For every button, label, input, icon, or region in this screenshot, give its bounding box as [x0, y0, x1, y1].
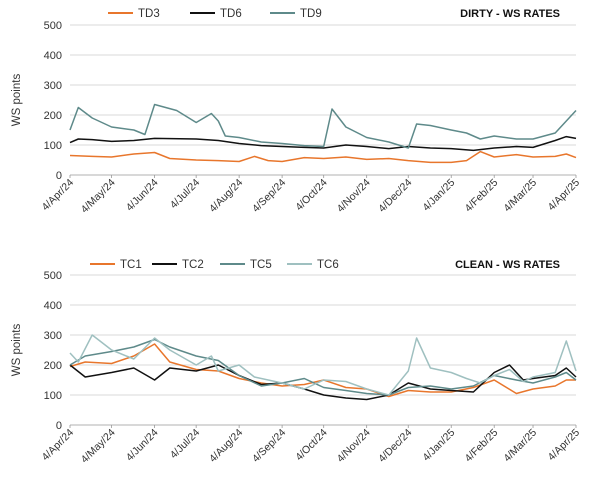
x-tick-label: 4/Oct/24 — [293, 177, 330, 214]
x-tick-label: 4/Apr/24 — [40, 427, 77, 464]
x-tick-label: 4/Apr/24 — [40, 177, 77, 214]
x-tick-label: 4/Jun/24 — [124, 177, 161, 214]
x-tick-label: 4/Feb/25 — [463, 427, 501, 465]
legend-label-td3: TD3 — [138, 8, 160, 20]
x-tick-label: 4/Apr/25 — [546, 177, 583, 214]
x-tick-label: 4/Jan/25 — [420, 427, 457, 464]
y-tick-label: 200 — [44, 360, 62, 372]
clean-ws-rates-chart: 0 100 200 300 400 500 4/Apr/24 4/May/24 4/Jun/24… — [11, 259, 582, 466]
series-line-td9 — [69, 103, 577, 149]
x-tick-label: 4/May/24 — [79, 427, 118, 466]
x-tick-label: 4/Mar/25 — [501, 177, 539, 215]
series-line-td6 — [69, 135, 577, 152]
x-tick-label: 4/Apr/25 — [546, 427, 583, 464]
x-tick-label: 4/Nov/24 — [335, 427, 373, 465]
x-tick-label: 4/Sep/24 — [250, 427, 288, 465]
y-tick-label: 500 — [44, 20, 62, 32]
legend-label-tc6: TC6 — [317, 259, 339, 271]
x-tick-label: 4/Oct/24 — [293, 427, 330, 464]
y-tick-label: 100 — [44, 390, 62, 402]
legend-label-tc5: TC5 — [250, 259, 272, 271]
x-tick-label: 4/Jul/24 — [168, 177, 203, 212]
y-tick-label: 0 — [56, 170, 62, 182]
y-axis-label: WS points — [11, 74, 23, 127]
legend-label-td6: TD6 — [220, 8, 242, 20]
legend-label-tc2: TC2 — [182, 259, 204, 271]
x-tick-label: 4/May/24 — [79, 177, 118, 216]
dirty-ws-rates-chart: 0 100 200 300 400 500 4/Apr/24 4/May/24 4/Jun/24… — [11, 8, 582, 216]
x-tick-label: 4/Nov/24 — [335, 177, 373, 215]
legend-label-td9: TD9 — [300, 8, 322, 20]
x-tick-label: 4/Feb/25 — [463, 177, 501, 215]
x-tick-label: 4/Sep/24 — [250, 177, 288, 215]
y-tick-label: 100 — [44, 140, 62, 152]
series-line-tc6 — [69, 334, 577, 396]
y-tick-label: 300 — [44, 330, 62, 342]
x-tick-label: 4/Aug/24 — [207, 177, 245, 215]
chart-title: DIRTY - WS RATES — [460, 8, 560, 20]
chart-title: CLEAN - WS RATES — [455, 259, 560, 271]
series-line-tc1 — [69, 343, 576, 398]
x-tick-label: 4/Mar/25 — [501, 427, 539, 465]
y-tick-label: 0 — [56, 420, 62, 432]
y-axis-label: WS points — [11, 324, 23, 377]
x-tick-label: 4/Dec/24 — [376, 177, 414, 215]
x-tick-label: 4/Jun/24 — [124, 427, 161, 464]
y-tick-label: 300 — [44, 80, 62, 92]
series-line-tc2 — [69, 364, 577, 401]
y-tick-label: 500 — [44, 270, 62, 282]
x-tick-label: 4/Jul/24 — [168, 427, 203, 462]
y-tick-label: 400 — [44, 50, 62, 62]
y-tick-label: 400 — [44, 300, 62, 312]
x-tick-label: 4/Aug/24 — [207, 427, 245, 465]
series-line-td3 — [69, 150, 577, 164]
y-tick-label: 200 — [44, 110, 62, 122]
x-tick-label: 4/Dec/24 — [376, 427, 414, 465]
x-tick-label: 4/Jan/25 — [420, 177, 457, 214]
legend-label-tc1: TC1 — [120, 259, 142, 271]
